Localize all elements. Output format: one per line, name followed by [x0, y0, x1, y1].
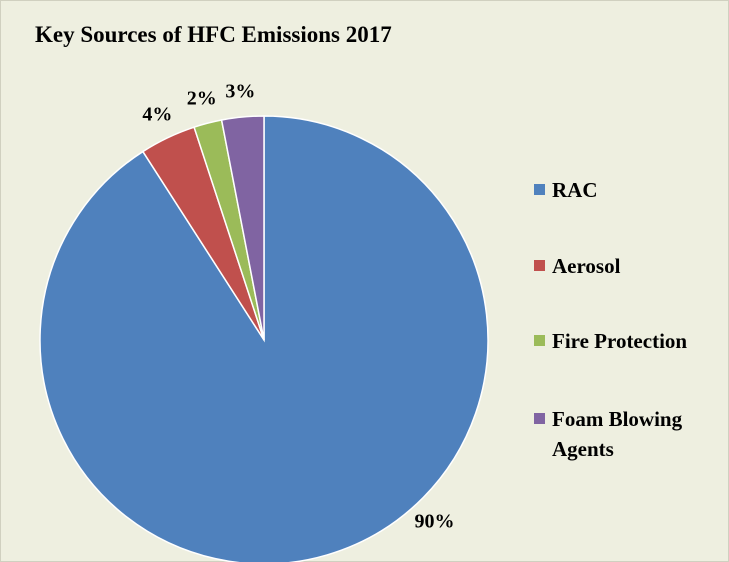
legend-item: RAC — [534, 175, 724, 205]
data-label: 2% — [187, 88, 217, 110]
legend-item: Foam Blowing Agents — [534, 404, 724, 464]
legend-label: Aerosol — [552, 254, 621, 278]
legend-label: Fire Protection — [552, 329, 688, 353]
data-label: 3% — [225, 81, 255, 103]
legend-swatch — [534, 184, 545, 195]
data-label: 4% — [142, 104, 172, 126]
data-label: 90% — [414, 510, 454, 532]
legend-item: Fire Protection — [534, 326, 724, 356]
pie-slice — [39, 115, 489, 562]
legend-label: Foam Blowing Agents — [552, 407, 683, 461]
legend-swatch — [534, 413, 545, 424]
chart-title: Key Sources of HFC Emissions 2017 — [35, 22, 392, 47]
legend-label: RAC — [552, 178, 598, 202]
pie-slice — [220, 115, 265, 341]
legend-swatch — [534, 260, 545, 271]
legend-item: Aerosol — [534, 251, 724, 281]
legend-swatch — [534, 335, 545, 346]
